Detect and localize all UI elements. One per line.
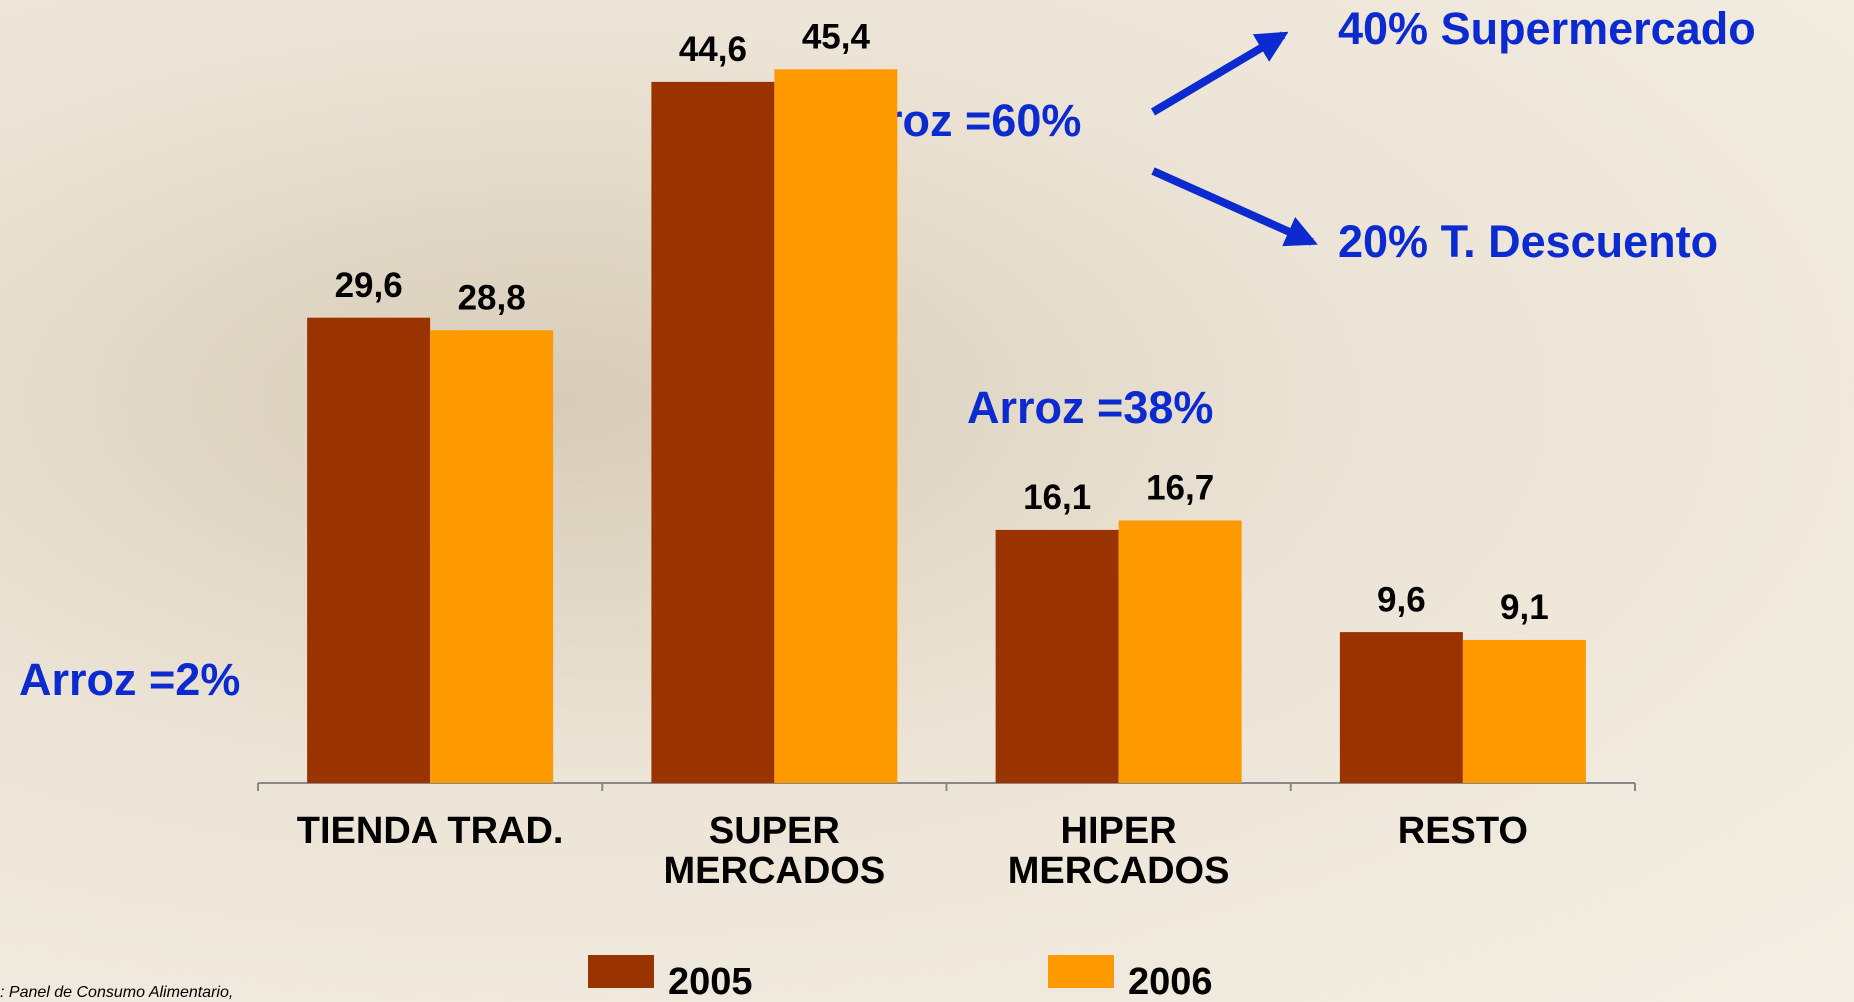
value-label: 29,6 (335, 266, 403, 305)
value-label: 16,7 (1146, 469, 1214, 508)
bar (995, 529, 1119, 783)
x-tick-label: RESTO (1397, 810, 1528, 852)
arrow (1151, 167, 1318, 247)
x-tick-label: SUPER MERCADOS (663, 810, 886, 892)
value-label: 9,1 (1500, 588, 1549, 627)
legend-swatch (588, 955, 654, 988)
value-label: 9,6 (1377, 580, 1426, 619)
value-label: 16,1 (1023, 478, 1091, 517)
x-tick-label: HIPER MERCADOS (1007, 810, 1230, 892)
x-tick-label: TIENDA TRAD. (296, 810, 564, 852)
annotation: Arroz =2% (19, 654, 240, 705)
legend-label: 2005 (668, 961, 753, 1002)
bar (430, 330, 554, 783)
bar (1462, 639, 1586, 783)
legend-swatch (1048, 955, 1114, 988)
bar (307, 317, 431, 783)
bar (774, 69, 898, 783)
bar (1118, 520, 1242, 783)
bar (1339, 632, 1463, 783)
source-note: : Panel de Consumo Alimentario, (0, 984, 233, 1001)
annotation: 40% Supermercado (1338, 3, 1756, 54)
value-label: 28,8 (458, 279, 526, 318)
arrow (1150, 31, 1289, 116)
legend-label: 2006 (1128, 961, 1213, 1002)
annotation: Arroz =38% (967, 382, 1213, 433)
annotation: 20% T. Descuento (1338, 216, 1718, 267)
value-label: 45,4 (802, 18, 871, 57)
bar (651, 81, 775, 783)
value-label: 44,6 (679, 30, 747, 69)
